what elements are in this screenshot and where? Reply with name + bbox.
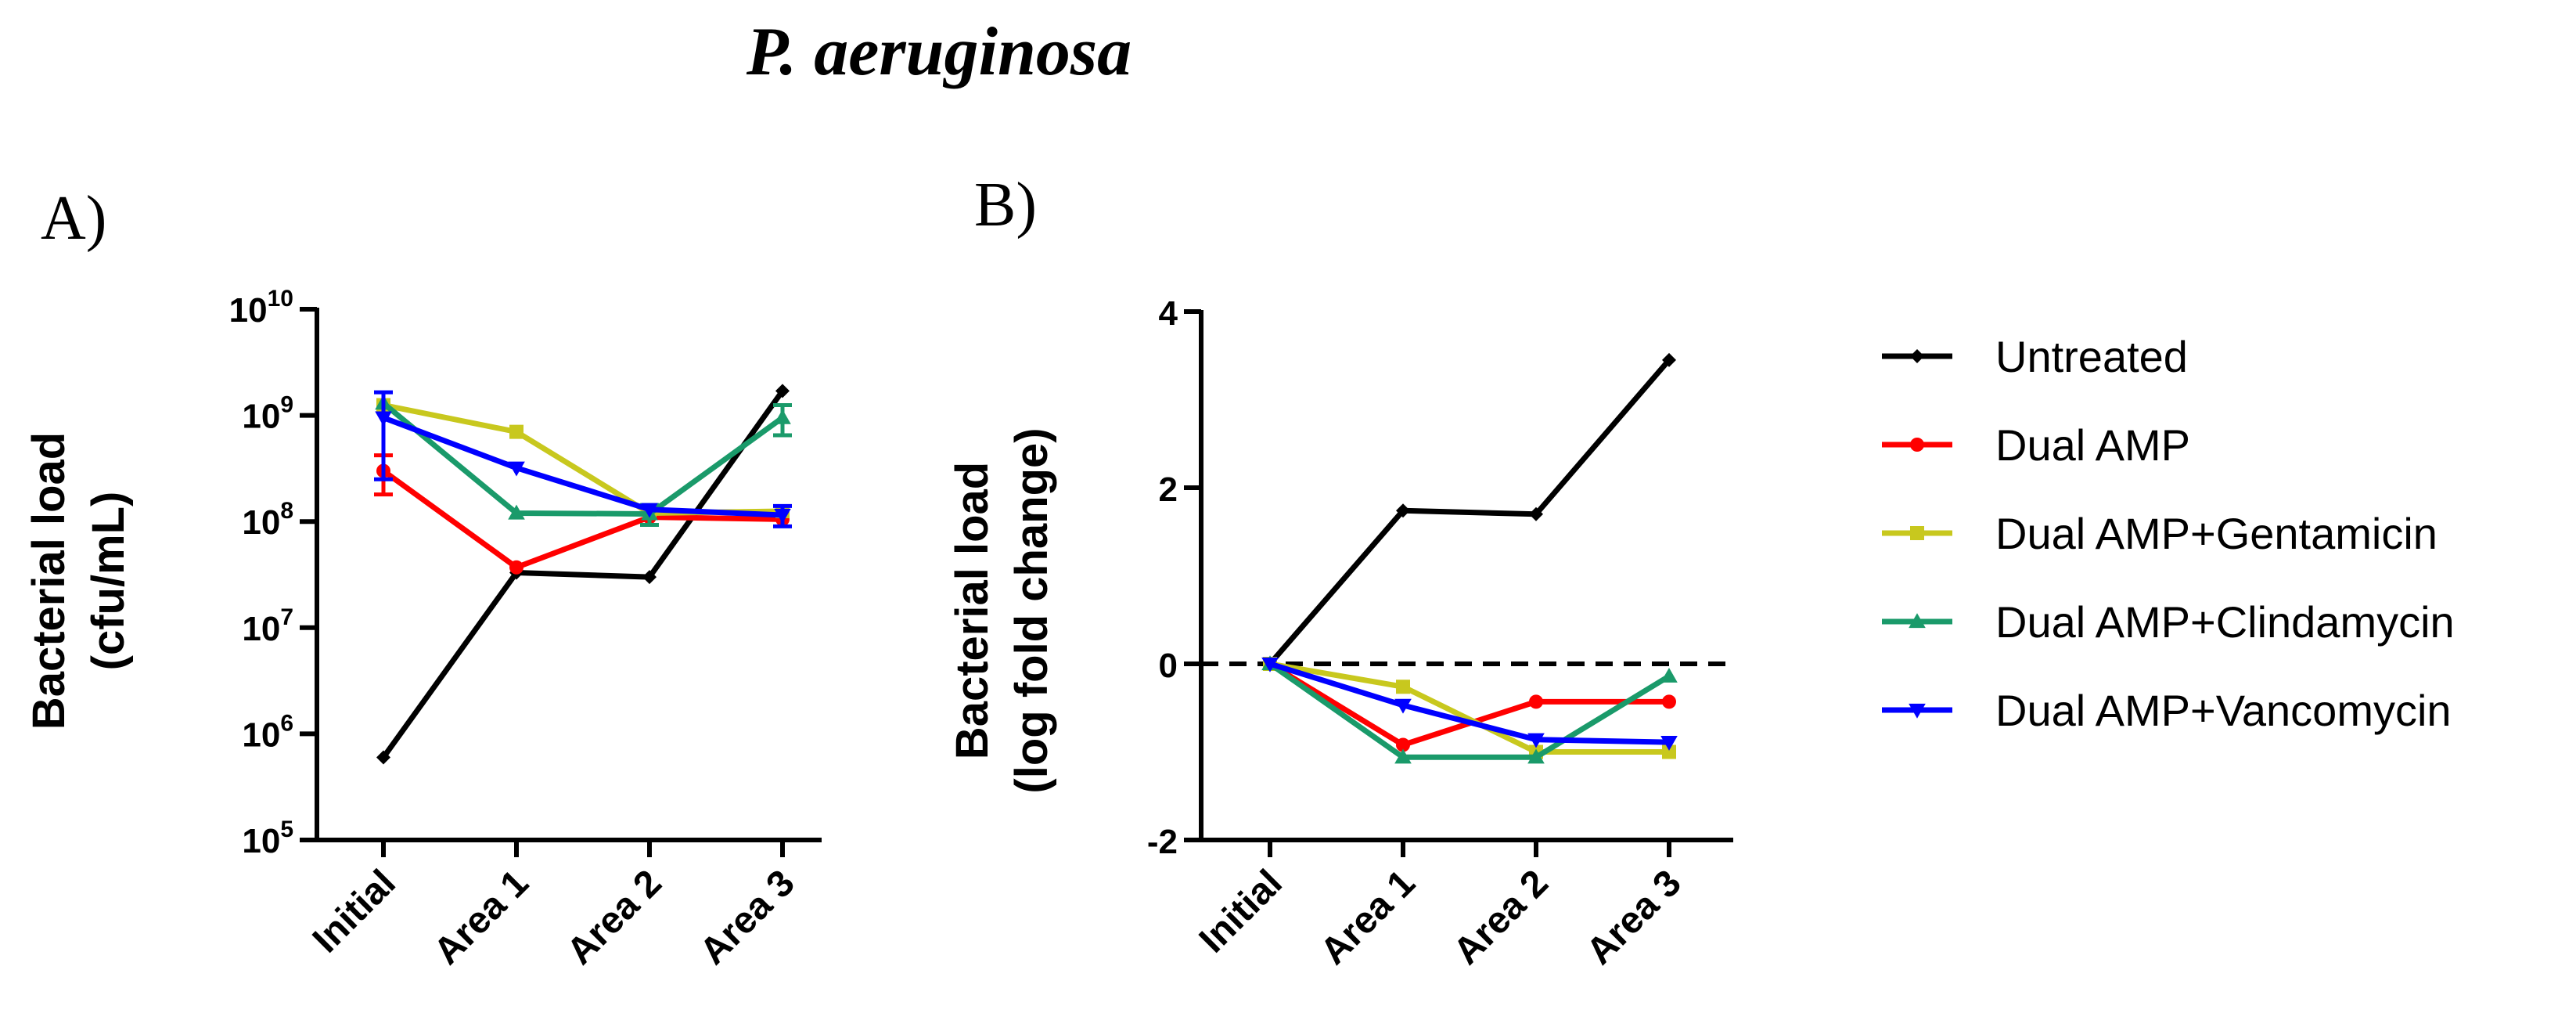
figure-title: P. aeruginosa	[746, 14, 1131, 90]
legend-label: Dual AMP	[1995, 420, 2190, 470]
panel-a-x-tick-label: Initial	[305, 862, 404, 961]
data-point	[775, 384, 790, 398]
panel-b-axes: 4 2 0 -2 Initial Area 1 Area 2 Area 3	[1147, 294, 1733, 973]
panel-a-x-tick-label: Area 3	[693, 862, 803, 972]
series-line	[1268, 358, 1671, 666]
panel-a-series	[374, 384, 792, 765]
data-point	[1394, 698, 1412, 714]
panel-a-y-tick-label: 1010	[229, 286, 293, 330]
panel-b-y-tick-label: 0	[1159, 647, 1178, 685]
series-line	[381, 468, 783, 571]
data-point	[509, 560, 523, 575]
panel-b-series-untreated	[1263, 352, 1676, 671]
data-point	[1662, 744, 1676, 759]
legend-item-dual-amp-gentamicin: Dual AMP+Gentamicin	[1882, 509, 2437, 558]
data-point	[508, 504, 525, 520]
panel-b-x-tick-label: Area 1	[1313, 862, 1423, 972]
series-line	[381, 389, 785, 759]
panel-b: B) Bacterial load (log fold change) 4 2 0 -…	[947, 171, 1733, 973]
panel-b-y-tick-label: 4	[1159, 294, 1178, 333]
data-point	[642, 570, 657, 585]
panel-a-ylabel-line2: (cfu/mL)	[83, 492, 134, 671]
legend-label: Untreated	[1995, 332, 2188, 381]
data-point	[1527, 733, 1545, 748]
legend: Untreated Dual AMP Dual AMP+Gentamicin Dual…	[1882, 332, 2455, 735]
legend-label: Dual AMP+Clindamycin	[1995, 597, 2455, 647]
data-point	[1396, 503, 1410, 518]
legend-item-dual-amp-clindamycin: Dual AMP+Clindamycin	[1882, 597, 2455, 647]
panel-a-y-tick-label: 107	[242, 604, 293, 648]
data-point	[1396, 737, 1410, 752]
panel-b-label: B)	[974, 171, 1037, 240]
legend-marker	[1910, 349, 1924, 363]
legend-label: Dual AMP+Vancomycin	[1995, 686, 2452, 735]
series-line	[381, 401, 785, 517]
panel-b-x-tick-label: Area 2	[1446, 862, 1556, 972]
data-point	[641, 503, 658, 518]
legend-item-untreated: Untreated	[1882, 332, 2188, 381]
data-point	[509, 424, 523, 439]
data-point	[1394, 748, 1412, 764]
data-point	[508, 461, 525, 477]
data-point	[1660, 667, 1678, 683]
panel-a-y-tick-label: 108	[242, 498, 293, 542]
legend-label: Dual AMP+Gentamicin	[1995, 509, 2437, 558]
data-point	[1261, 657, 1279, 672]
data-point	[1529, 694, 1543, 709]
data-point	[774, 508, 791, 524]
series-line	[1268, 661, 1670, 745]
data-point	[1662, 694, 1676, 709]
panel-b-x-tick-label: Area 3	[1579, 862, 1689, 972]
panel-a-y-tick-label: 109	[242, 392, 293, 436]
panel-a-ylabel-line1: Bacterial load	[23, 432, 74, 730]
panel-a-series-untreated	[376, 384, 790, 765]
series-line	[382, 415, 783, 518]
panel-a-label: A)	[41, 184, 106, 253]
panel-b-series-dual-amp-vancomycin	[1261, 657, 1678, 751]
legend-marker	[1909, 613, 1926, 629]
panel-a: A) Bacterial load (cfu/mL) 1010 109 108 107…	[23, 184, 822, 973]
panel-a-x-tick-label: Area 2	[559, 862, 670, 972]
legend-item-dual-amp-vancomycin: Dual AMP+Vancomycin	[1882, 686, 2452, 735]
data-point	[1662, 352, 1676, 367]
legend-marker	[1910, 526, 1924, 540]
legend-item-dual-amp: Dual AMP	[1882, 420, 2190, 470]
data-point	[376, 750, 390, 765]
series-line	[1268, 661, 1671, 760]
data-point	[1529, 506, 1543, 521]
data-point	[1660, 736, 1678, 751]
data-point	[1396, 680, 1410, 694]
data-point	[774, 409, 791, 424]
data-point	[375, 411, 392, 427]
data-point	[1527, 748, 1545, 764]
series-line	[1269, 661, 1669, 755]
panel-a-x-tick-label: Area 1	[426, 862, 537, 972]
legend-marker	[1909, 703, 1926, 719]
panel-b-y-tick-label: -2	[1147, 823, 1178, 861]
panel-b-y-tick-label: 2	[1159, 470, 1178, 509]
legend-marker	[1910, 438, 1924, 452]
panel-a-y-tick-label: 106	[242, 710, 293, 754]
panel-a-y-tick-label: 105	[242, 817, 293, 860]
panel-b-ylabel-line2: (log fold change)	[1006, 427, 1057, 793]
panel-a-axes: 1010 109 108 107 106 105 Initial Area 1 Area 2 Ar…	[229, 286, 822, 973]
panel-a-series-dual-amp-vancomycin	[374, 390, 792, 528]
panel-b-series	[1261, 352, 1678, 764]
panel-b-ylabel-line1: Bacterial load	[947, 462, 998, 759]
panel-b-x-tick-label: Initial	[1192, 862, 1290, 961]
